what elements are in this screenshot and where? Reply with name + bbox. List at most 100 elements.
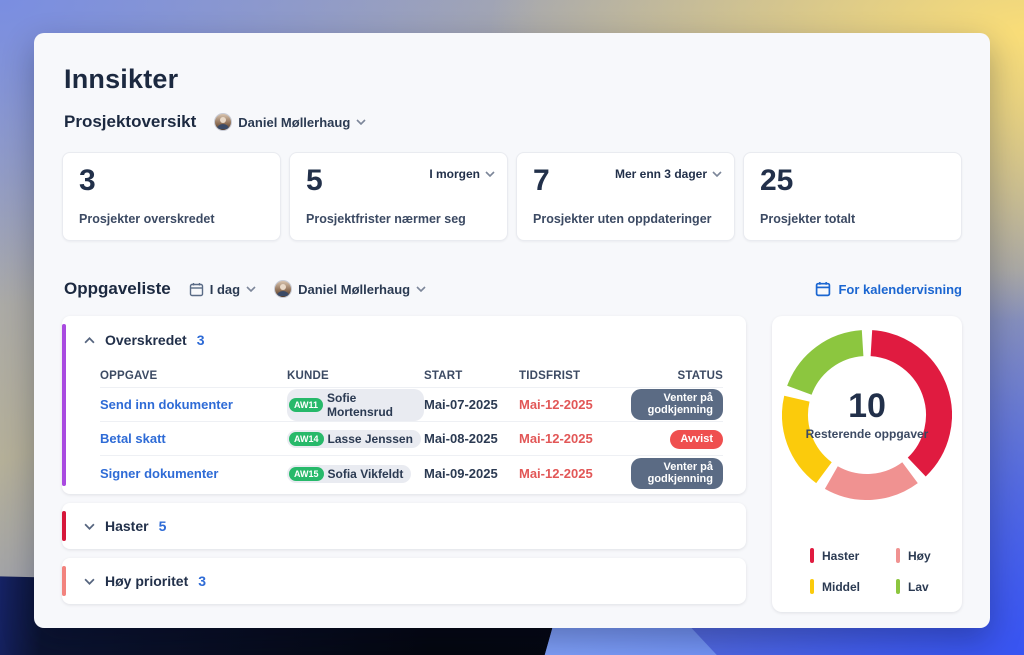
legend-item: Lav [896,579,948,594]
stat-value: 25 [760,164,794,197]
chevron-icon [84,578,95,585]
tasklist-user-name: Daniel Møllerhaug [298,281,411,297]
date-filter-dropdown[interactable]: I dag [189,282,256,297]
calendar-icon [189,282,203,296]
stat-value: 3 [79,164,96,197]
donut-segment-haster [870,330,952,477]
stat-value: 7 [533,164,550,197]
table-row: Signer dokumenter AW15 Sofia Vikfeldt Ma… [100,456,723,490]
task-group-count: 5 [158,518,167,534]
status-badge: Venter på godkjenning [631,389,723,420]
deadline-date: Mai-12-2025 [519,465,593,481]
donut-chart: 10 Resterende oppgaver [782,330,952,500]
stat-filter-dropdown[interactable]: Mer enn 3 dager [615,167,722,181]
task-table-header: OPPGAVE KUNDE START TIDSFRIST STATUS [100,364,723,388]
stat-card: 7 Prosjekter uten oppdateringer Mer enn … [516,152,735,241]
stat-label: Prosjektfrister nærmer seg [306,212,466,226]
stat-card: 5 Prosjektfrister nærmer seg I morgen [289,152,508,241]
insights-panel: Innsikter Prosjektoversikt Daniel Møller… [34,33,990,628]
user-avatar [214,113,233,131]
task-group-count: 3 [196,332,205,348]
calendar-icon [816,282,831,297]
customer-pill: AW15 Sofia Vikfeldt [287,464,412,483]
legend-color-bar [896,579,900,594]
customer-name: Sofie Mortensrud [327,390,394,419]
stat-card: 25 Prosjekter totalt [743,152,962,241]
date-filter-value: I dag [209,281,241,297]
legend-color-bar [810,579,814,594]
legend-color-bar [896,548,900,563]
customer-cell: AW15 Sofia Vikfeldt [287,464,424,483]
table-row: Betal skatt AW14 Lasse Jenssen Mai-08-20… [100,422,723,456]
customer-cell: AW14 Lasse Jenssen [287,429,424,448]
task-group-count: 3 [198,573,207,589]
calendar-view-link[interactable]: For kalendervisning [815,281,962,297]
stat-card: 3 Prosjekter overskredet [62,152,281,241]
stat-label: Prosjekter overskredet [79,212,215,226]
column-header: TIDSFRIST [519,369,581,382]
column-header: STATUS [677,369,723,382]
task-group-header[interactable]: Haster 5 [62,503,746,549]
user-avatar [274,280,293,298]
customer-id-badge: AW11 [289,397,324,412]
task-group-name: Haster [105,518,149,534]
customer-id-badge: AW14 [289,432,324,446]
task-group-header[interactable]: Overskredet 3 [62,316,746,364]
task-table: OPPGAVE KUNDE START TIDSFRIST STATUS Send in… [62,364,746,494]
task-group-card: Haster 5 [62,503,746,549]
legend-item: Høy [896,548,948,563]
customer-pill: AW11 Sofie Mortensrud [287,388,424,421]
legend-item: Haster [810,548,880,563]
stat-cards-row: 3 Prosjekter overskredet 5 Prosjektfrist… [62,152,962,241]
tasklist-user-dropdown[interactable]: Daniel Møllerhaug [274,280,426,298]
chevron-icon [84,336,95,343]
task-group-card: Overskredet 3 OPPGAVE KUNDE START TIDSFRIST… [62,316,746,494]
stat-filter-value: Mer enn 3 dager [614,167,707,181]
status-cell: Avvist [631,429,723,449]
stat-filter-value: I morgen [429,167,480,181]
column-header: START [424,369,463,382]
customer-id-badge: AW15 [289,466,324,481]
chevron-down-icon [356,119,366,125]
remaining-tasks-panel: 10 Resterende oppgaver Haster Høy Middel La… [772,316,962,612]
task-group-name: Høy prioritet [105,573,189,589]
overview-user-name: Daniel Møllerhaug [238,114,351,130]
chevron-down-icon [485,171,495,177]
start-date: Mai-07-2025 [424,397,498,412]
status-badge: Venter på godkjenning [631,457,723,489]
task-group-name: Overskredet [105,332,187,348]
status-badge: Avvist [670,429,723,449]
chevron-down-icon [712,171,722,177]
donut-segment-høy [824,461,918,500]
customer-pill: AW14 Lasse Jenssen [287,430,421,448]
chevron-icon [84,523,95,530]
task-list-title: Oppgaveliste [64,279,171,298]
stat-filter-dropdown[interactable]: I morgen [429,167,495,181]
legend-label: Middel [822,579,860,594]
task-link[interactable]: Signer dokumenter [100,465,219,481]
status-cell: Venter på godkjenning [631,457,723,489]
donut-legend: Haster Høy Middel Lav [810,548,948,594]
chevron-down-icon [246,286,256,292]
task-link[interactable]: Betal skatt [100,431,166,446]
stat-value: 5 [306,164,323,197]
table-row: Send inn dokumenter AW11 Sofie Mortensru… [100,388,723,422]
status-cell: Venter på godkjenning [631,389,723,420]
overview-user-dropdown[interactable]: Daniel Møllerhaug [214,113,366,131]
task-group-card: Høy prioritet 3 [62,558,746,604]
legend-label: Lav [908,579,929,594]
deadline-date: Mai-12-2025 [519,431,593,446]
project-overview-title: Prosjektoversikt [64,112,197,131]
task-group-header[interactable]: Høy prioritet 3 [62,558,746,604]
page-title: Innsikter [64,64,179,94]
calendar-view-label: For kalendervisning [838,281,962,297]
chevron-down-icon [416,286,426,292]
task-link[interactable]: Send inn dokumenter [100,397,233,412]
column-header: KUNDE [287,369,329,382]
legend-color-bar [810,548,814,563]
stat-label: Prosjekter uten oppdateringer [533,212,712,226]
start-date: Mai-08-2025 [424,431,498,446]
deadline-date: Mai-12-2025 [519,397,593,412]
column-header: OPPGAVE [100,369,158,382]
legend-item: Middel [810,579,880,594]
